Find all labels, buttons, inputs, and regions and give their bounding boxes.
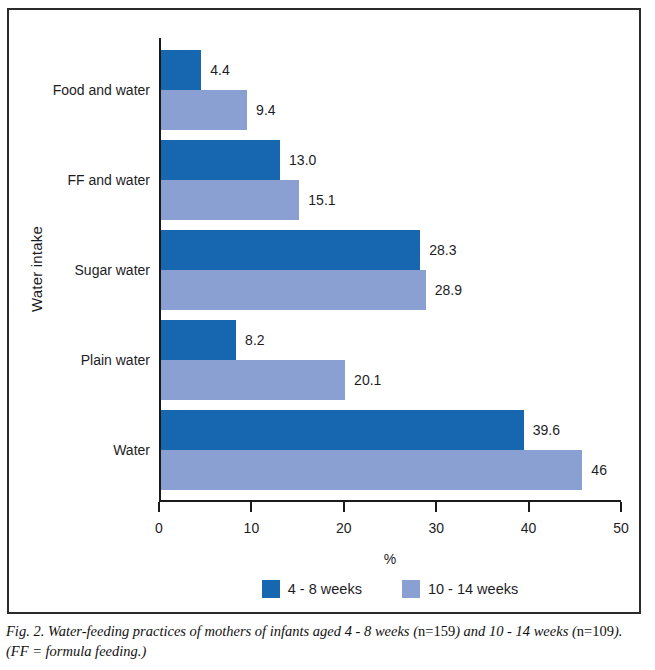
value-label: 20.1 [354,372,381,388]
caption-n-value: n=109 [577,623,614,639]
x-axis-tick [158,502,160,512]
value-label: 8.2 [245,332,264,348]
bar-10-14-weeks: 15.1 [161,180,299,220]
bar-4-8-weeks: 13.0 [161,140,280,180]
figure-page: Water intake Food and water 4.4 9.4 FF a… [0,0,655,670]
legend-swatch-10-14-weeks [402,580,420,598]
bar-10-14-weeks: 20.1 [161,360,345,400]
x-axis: 0 10 20 30 40 50 [159,500,621,502]
category-label: Sugar water [75,262,150,278]
bar-4-8-weeks: 39.6 [161,410,524,450]
bar-4-8-weeks: 8.2 [161,320,236,360]
x-axis-tick [250,502,252,512]
value-label: 13.0 [289,152,316,168]
x-axis-tick [528,502,530,512]
category-label: Food and water [53,82,150,98]
bar-10-14-weeks: 9.4 [161,90,247,130]
x-tick-label: 30 [428,520,444,536]
caption-line2: (FF = formula feeding.) [6,643,146,659]
caption-n-value: n=159 [418,623,455,639]
x-tick-label: 50 [613,520,629,536]
value-label: 4.4 [210,62,229,78]
category-label: Water [113,442,150,458]
value-label: 28.9 [435,282,462,298]
x-tick-label: 0 [155,520,163,536]
plot-area: Food and water 4.4 9.4 FF and water 13.0… [161,50,619,490]
bar-10-14-weeks: 28.9 [161,270,426,310]
category-row-sugar-water: Sugar water 28.3 28.9 [161,230,619,310]
value-label: 15.1 [308,192,335,208]
bar-4-8-weeks: 4.4 [161,50,201,90]
bar-10-14-weeks: 46 [161,450,582,490]
category-label: Plain water [81,352,150,368]
category-row-plain-water: Plain water 8.2 20.1 [161,320,619,400]
legend-label: 10 - 14 weeks [428,581,518,597]
y-axis-title: Water intake [28,226,45,312]
x-tick-label: 10 [244,520,260,536]
bar-4-8-weeks: 28.3 [161,230,420,270]
x-axis-tick [435,502,437,512]
x-axis-title: % [159,551,621,567]
legend-item-4-8-weeks: 4 - 8 weeks [262,580,362,598]
x-axis-tick [343,502,345,512]
legend: 4 - 8 weeks 10 - 14 weeks [159,580,621,598]
category-row-ff-and-water: FF and water 13.0 15.1 [161,140,619,220]
legend-swatch-4-8-weeks [262,580,280,598]
x-tick-label: 20 [336,520,352,536]
value-label: 28.3 [429,242,456,258]
legend-item-10-14-weeks: 10 - 14 weeks [402,580,518,598]
value-label: 9.4 [256,102,275,118]
value-label: 46 [591,462,607,478]
legend-label: 4 - 8 weeks [288,581,362,597]
x-tick-label: 40 [521,520,537,536]
value-label: 39.6 [533,422,560,438]
chart-panel: Water intake Food and water 4.4 9.4 FF a… [7,8,641,614]
x-axis-tick [620,502,622,512]
category-row-food-and-water: Food and water 4.4 9.4 [161,50,619,130]
category-row-water: Water 39.6 46 [161,410,619,490]
figure-caption: Fig. 2. Water-feeding practices of mothe… [6,621,651,661]
category-label: FF and water [68,172,150,188]
caption-text: Fig. 2. Water-feeding practices of mothe… [6,623,418,639]
caption-text: ) and 10 - 14 weeks ( [455,623,577,639]
caption-text: ). [614,623,622,639]
